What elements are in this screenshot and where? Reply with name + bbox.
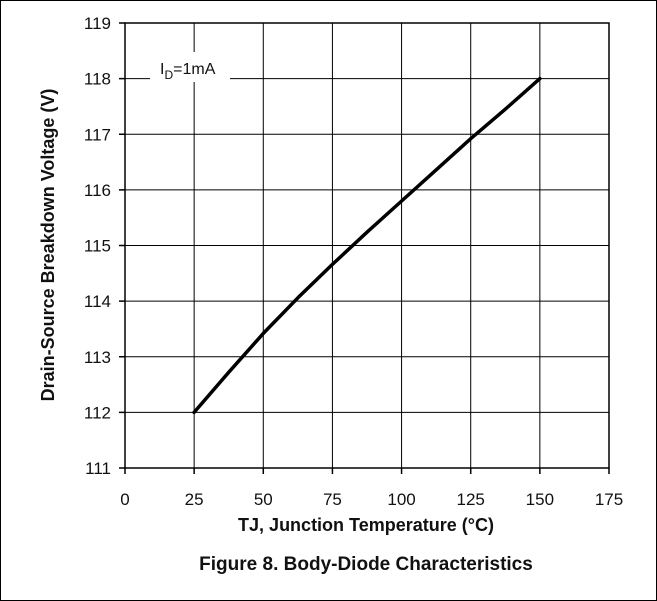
y-tick-label: 118 — [84, 70, 111, 89]
y-axis-ticks: 111 112 113 114 115 116 117 118 119 — [84, 14, 125, 478]
annotation-background — [150, 52, 230, 82]
annotation-symbol: I — [160, 61, 164, 78]
grid — [125, 23, 609, 468]
y-tick-label: 111 — [85, 459, 111, 478]
x-axis-title-main: TJ, Junction Temperature ( — [238, 515, 468, 535]
x-tick-label: 75 — [323, 490, 342, 509]
annotation-label: ID=1mA — [150, 52, 230, 82]
y-tick-label: 117 — [84, 125, 111, 144]
y-tick-label: 116 — [84, 181, 111, 200]
x-axis-title-unit: °C) — [468, 515, 494, 535]
x-axis-ticks: 0 25 50 75 100 125 150 175 — [120, 468, 623, 509]
y-tick-label: 115 — [84, 237, 111, 256]
x-tick-label: 150 — [526, 490, 554, 509]
annotation-subscript: D — [164, 68, 173, 82]
x-tick-label: 25 — [185, 490, 204, 509]
breakdown-voltage-line — [192, 76, 542, 415]
x-tick-label: 125 — [457, 490, 485, 509]
annotation-text: ID=1mA — [160, 61, 216, 82]
x-tick-label: 50 — [254, 490, 273, 509]
y-tick-label: 119 — [84, 14, 111, 33]
annotation-rest: =1mA — [173, 61, 216, 78]
y-tick-label: 114 — [84, 292, 111, 311]
x-axis-title: TJ, Junction Temperature (°C) — [238, 515, 494, 535]
y-tick-label: 113 — [84, 348, 111, 367]
y-tick-label: 112 — [84, 403, 111, 422]
x-tick-label: 100 — [387, 490, 415, 509]
figure-caption: Figure 8. Body-Diode Characteristics — [199, 554, 533, 575]
x-tick-label: 0 — [120, 490, 129, 509]
x-tick-label: 175 — [595, 490, 623, 509]
y-axis-title: Drain-Source Breakdown Voltage (V) — [38, 89, 58, 402]
